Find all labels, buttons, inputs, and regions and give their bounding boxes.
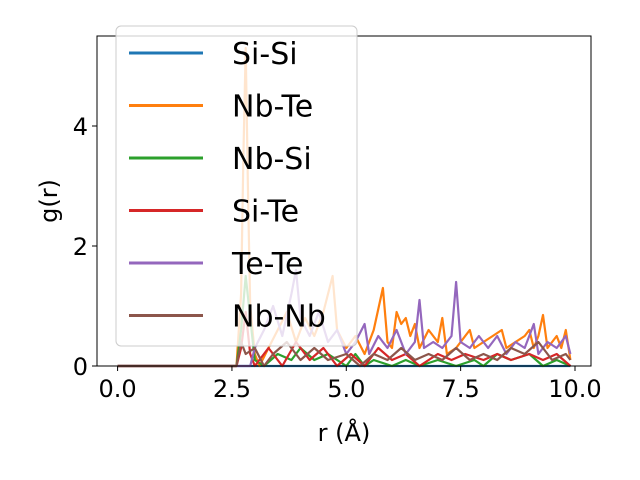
- y-tick-label: 0: [73, 353, 88, 381]
- legend-box: [115, 25, 358, 347]
- x-axis: 0.0 2.5 5.0 7.5 10.0: [98, 366, 602, 403]
- legend: Si-Si Nb-Te Nb-Si Si-Te Te-Te Nb-Nb: [115, 25, 358, 347]
- x-tick-label: 5.0: [327, 375, 365, 403]
- legend-label-nb-si: Nb-Si: [232, 142, 312, 177]
- legend-label-nb-nb: Nb-Nb: [232, 300, 326, 335]
- series-line-nb-nb: [117, 340, 572, 368]
- x-tick-label: 7.5: [442, 375, 480, 403]
- x-axis-label: r (Å): [318, 418, 371, 447]
- x-tick-label: 10.0: [548, 375, 601, 403]
- legend-label-te-te: Te-Te: [231, 247, 303, 282]
- y-axis: 0 2 4: [73, 113, 97, 381]
- x-tick-label: 0.0: [98, 375, 136, 403]
- y-tick-label: 2: [73, 233, 88, 261]
- y-axis-label: g(r): [35, 179, 63, 223]
- legend-label-nb-te: Nb-Te: [232, 90, 313, 125]
- x-tick-label: 2.5: [213, 375, 251, 403]
- y-tick-label: 4: [73, 113, 88, 141]
- legend-label-si-si: Si-Si: [232, 37, 298, 72]
- legend-label-si-te: Si-Te: [232, 195, 299, 230]
